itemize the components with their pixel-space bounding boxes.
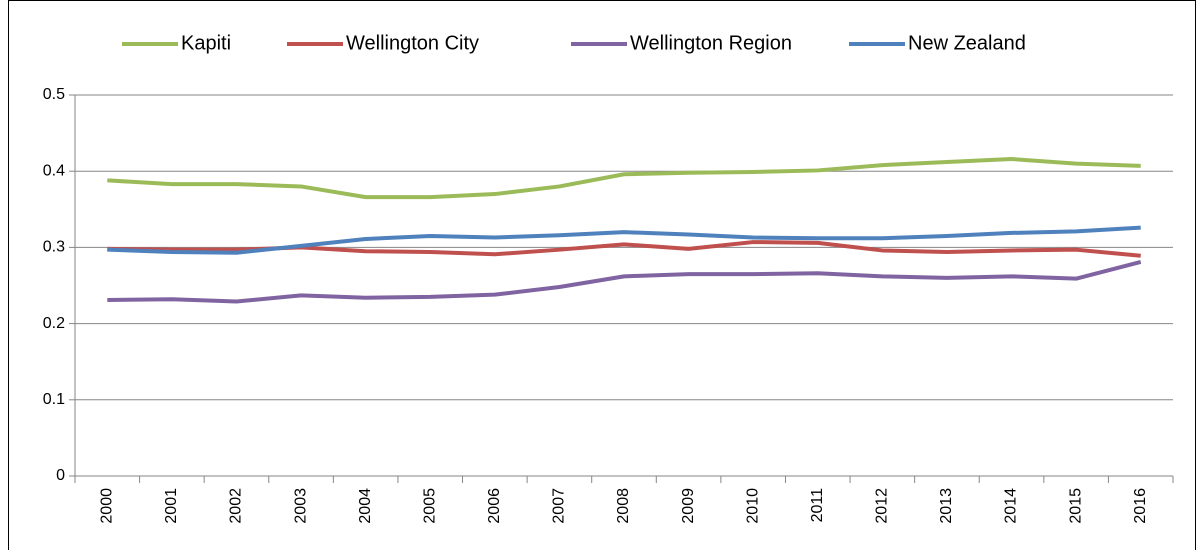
x-tick-label: 2008 — [615, 488, 632, 524]
x-tick-label: 2002 — [228, 488, 245, 524]
chart-border — [8, 0, 1196, 550]
y-tick-label: 0.3 — [43, 239, 65, 256]
legend-text: Kapiti — [181, 32, 231, 54]
y-tick-label: 0 — [56, 467, 65, 484]
x-tick-label: 2003 — [292, 488, 309, 524]
x-tick-label: 2010 — [744, 488, 761, 524]
x-tick-label: 2005 — [421, 488, 438, 524]
y-tick-label: 0.2 — [43, 315, 65, 332]
series-line — [107, 157, 1141, 200]
series-line — [107, 259, 1142, 304]
y-tick-label: 0.5 — [43, 86, 65, 103]
y-tick-label: 0.1 — [43, 391, 65, 408]
x-tick-label: 2016 — [1132, 488, 1149, 524]
series-line — [107, 225, 1141, 255]
y-tick-label: 0.4 — [43, 162, 65, 179]
x-tick-label: 2011 — [809, 488, 826, 523]
x-tick-label: 2006 — [486, 488, 503, 524]
x-tick-label: 2001 — [163, 488, 180, 524]
x-tick-label: 2012 — [874, 488, 891, 524]
legend-text: Wellington City — [346, 32, 479, 54]
x-tick-label: 2007 — [551, 488, 568, 524]
x-tick-label: 2004 — [357, 488, 374, 524]
x-tick-label: 2014 — [1003, 488, 1020, 524]
x-tick-label: 2015 — [1067, 488, 1084, 524]
x-tick-label: 2009 — [680, 488, 697, 524]
x-tick-label: 2000 — [99, 488, 116, 524]
legend-text: New Zealand — [908, 32, 1026, 54]
legend-text: Wellington Region — [630, 32, 792, 54]
x-tick-label: 2013 — [938, 488, 955, 524]
